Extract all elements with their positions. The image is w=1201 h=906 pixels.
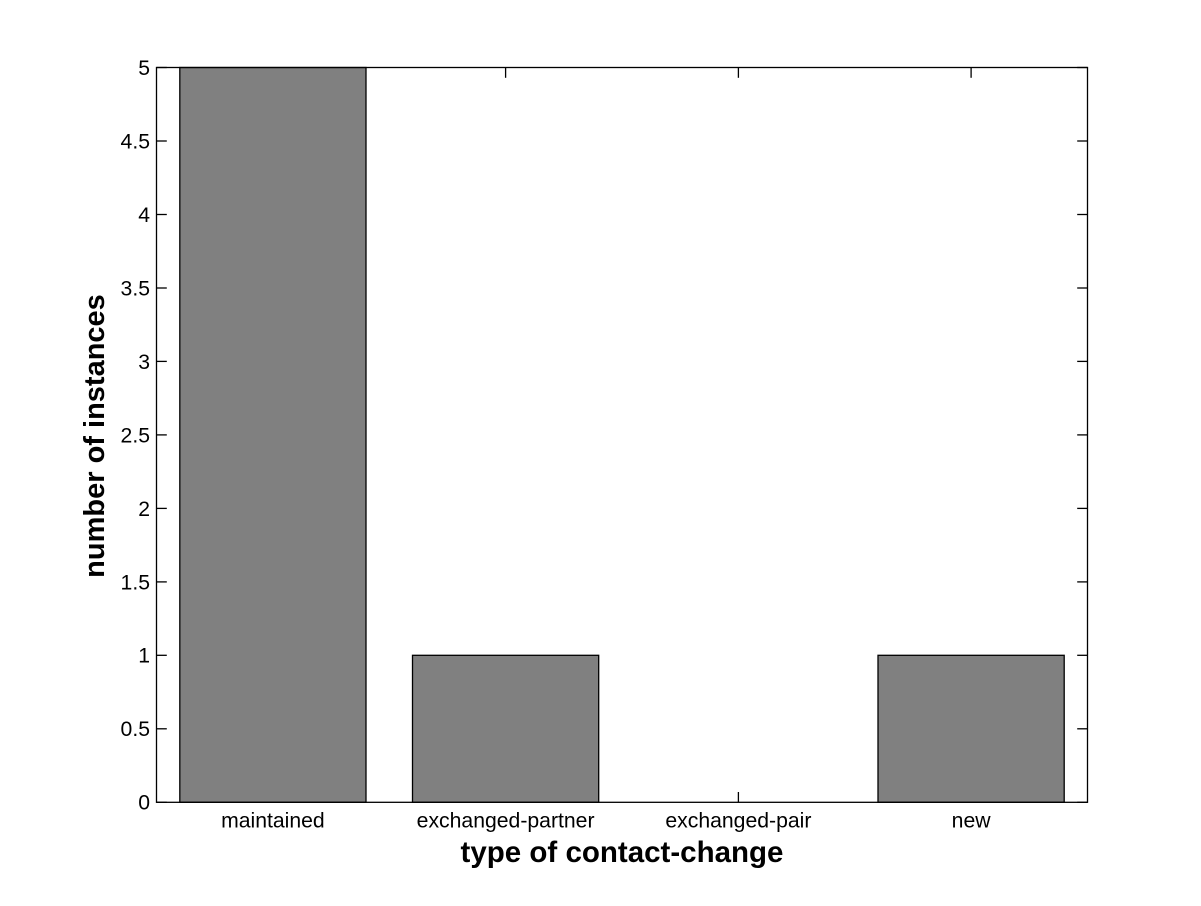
svg-text:4.5: 4.5 <box>121 130 150 153</box>
svg-text:number of instances: number of instances <box>79 294 111 578</box>
svg-text:new: new <box>952 810 992 833</box>
svg-text:type of contact-change: type of contact-change <box>461 836 784 869</box>
svg-text:exchanged-partner: exchanged-partner <box>417 810 595 833</box>
svg-text:2.5: 2.5 <box>121 424 150 447</box>
svg-text:0: 0 <box>138 792 150 815</box>
svg-text:3.5: 3.5 <box>121 277 150 300</box>
svg-text:maintained: maintained <box>221 810 325 833</box>
svg-text:5: 5 <box>138 57 150 80</box>
svg-text:exchanged-pair: exchanged-pair <box>665 810 811 833</box>
svg-text:1.5: 1.5 <box>121 571 150 594</box>
svg-text:2: 2 <box>138 498 150 521</box>
svg-text:1: 1 <box>138 645 150 668</box>
svg-text:4: 4 <box>138 204 150 227</box>
svg-text:0.5: 0.5 <box>121 718 150 741</box>
svg-text:3: 3 <box>138 351 150 374</box>
